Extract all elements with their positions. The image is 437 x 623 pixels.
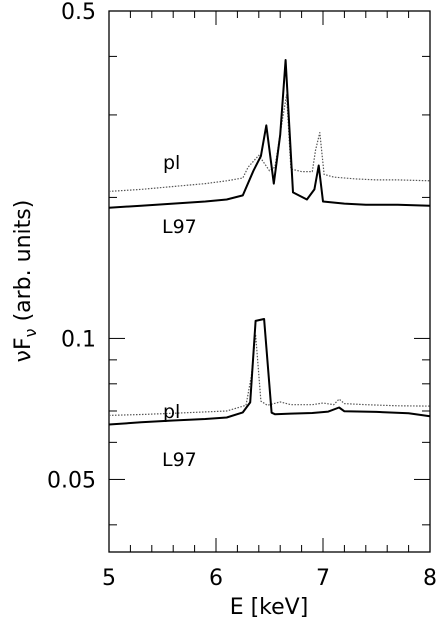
series-lines bbox=[108, 59, 431, 426]
plot-frame bbox=[108, 10, 431, 553]
y-axis-title-nu: ν bbox=[11, 350, 36, 362]
axis-ticks bbox=[108, 10, 431, 552]
series-label-l97: L97 bbox=[162, 449, 197, 471]
series-line-l97-upper bbox=[108, 59, 431, 209]
series-line-pl-lower bbox=[108, 333, 431, 416]
series-line-l97-lower bbox=[108, 318, 431, 426]
axis-tick-labels: 5 6 7 8 0.05 0.1 0.5 bbox=[47, 0, 437, 591]
x-axis-title: E [keV] bbox=[230, 595, 309, 620]
series-label-pl: pl bbox=[163, 401, 180, 423]
series-label-pl: pl bbox=[163, 152, 180, 174]
y-tick-label: 0.5 bbox=[61, 0, 96, 25]
y-axis-title-f: F bbox=[11, 337, 36, 350]
y-axis-title: νFν (arb. units) bbox=[11, 200, 40, 363]
series-label-l97: L97 bbox=[162, 216, 197, 238]
x-tick-label: 7 bbox=[316, 566, 330, 591]
y-axis-title-rest: (arb. units) bbox=[11, 200, 36, 329]
y-tick-label: 0.05 bbox=[47, 468, 96, 493]
x-tick-label: 6 bbox=[209, 566, 223, 591]
y-tick-label: 0.1 bbox=[61, 327, 96, 352]
x-tick-label: 8 bbox=[423, 566, 437, 591]
x-tick-label: 5 bbox=[102, 566, 116, 591]
y-axis-title-subscript: ν bbox=[21, 328, 40, 337]
series-annotations: pl L97 pl L97 bbox=[162, 152, 197, 471]
